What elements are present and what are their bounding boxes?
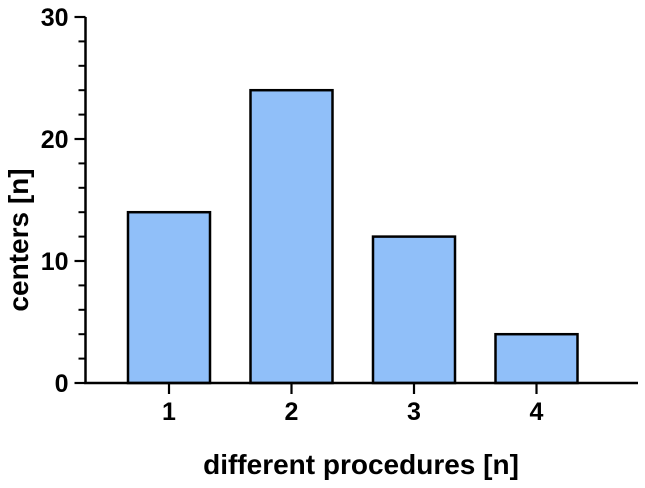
- x-tick-label: 1: [162, 398, 176, 426]
- y-tick-label: 10: [41, 248, 69, 276]
- x-tick-label: 4: [530, 398, 544, 426]
- bar: [494, 332, 579, 385]
- bar: [371, 235, 457, 385]
- y-axis-title: centers [n]: [3, 168, 34, 311]
- x-tick-label: 3: [407, 398, 421, 426]
- y-tick-label: 20: [41, 126, 69, 154]
- x-axis-title: different procedures [n]: [203, 449, 519, 480]
- bar: [249, 88, 334, 385]
- x-tick-label: 2: [285, 398, 299, 426]
- y-tick-label: 0: [55, 370, 69, 398]
- bar: [126, 210, 212, 385]
- y-tick-label: 30: [41, 4, 69, 32]
